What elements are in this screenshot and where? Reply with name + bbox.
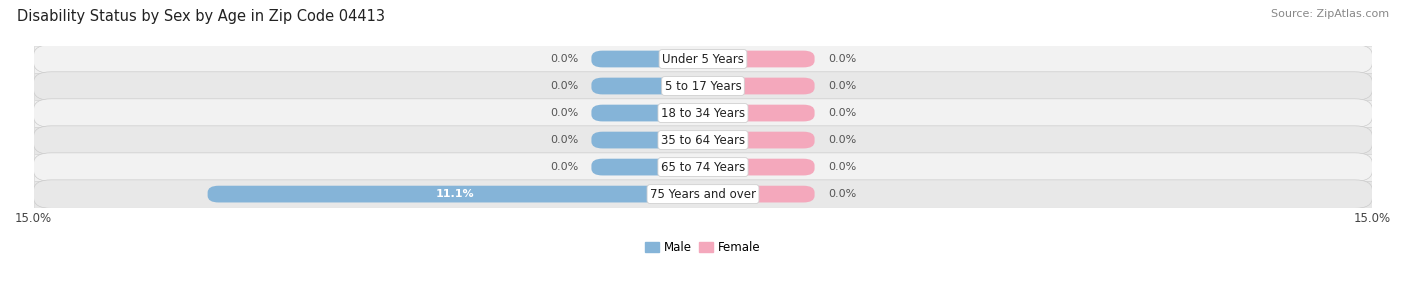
FancyBboxPatch shape — [703, 186, 814, 203]
FancyBboxPatch shape — [592, 78, 703, 95]
FancyBboxPatch shape — [34, 153, 1372, 181]
FancyBboxPatch shape — [34, 180, 1372, 208]
Text: 0.0%: 0.0% — [828, 81, 856, 91]
Text: 0.0%: 0.0% — [828, 108, 856, 118]
FancyBboxPatch shape — [34, 126, 1372, 154]
Text: Source: ZipAtlas.com: Source: ZipAtlas.com — [1271, 9, 1389, 19]
Bar — [34, 99, 1372, 127]
Legend: Male, Female: Male, Female — [641, 236, 765, 258]
Text: 0.0%: 0.0% — [550, 108, 578, 118]
Text: 0.0%: 0.0% — [828, 135, 856, 145]
Text: 0.0%: 0.0% — [828, 162, 856, 172]
Text: 0.0%: 0.0% — [828, 189, 856, 199]
FancyBboxPatch shape — [703, 51, 814, 67]
Text: 5 to 17 Years: 5 to 17 Years — [665, 80, 741, 92]
Text: 65 to 74 Years: 65 to 74 Years — [661, 160, 745, 174]
FancyBboxPatch shape — [592, 159, 703, 175]
Text: 0.0%: 0.0% — [550, 54, 578, 64]
Text: Under 5 Years: Under 5 Years — [662, 52, 744, 66]
FancyBboxPatch shape — [703, 132, 814, 149]
Text: 35 to 64 Years: 35 to 64 Years — [661, 134, 745, 147]
Bar — [34, 73, 1372, 99]
Text: 11.1%: 11.1% — [436, 189, 475, 199]
Bar — [34, 127, 1372, 154]
Bar — [34, 181, 1372, 208]
Text: 0.0%: 0.0% — [550, 135, 578, 145]
FancyBboxPatch shape — [592, 105, 703, 121]
FancyBboxPatch shape — [34, 99, 1372, 127]
FancyBboxPatch shape — [703, 159, 814, 175]
Text: 75 Years and over: 75 Years and over — [650, 188, 756, 201]
FancyBboxPatch shape — [703, 78, 814, 95]
FancyBboxPatch shape — [208, 186, 703, 203]
FancyBboxPatch shape — [703, 105, 814, 121]
FancyBboxPatch shape — [34, 45, 1372, 73]
FancyBboxPatch shape — [34, 72, 1372, 100]
Text: 0.0%: 0.0% — [828, 54, 856, 64]
Bar — [34, 45, 1372, 73]
Bar — [34, 154, 1372, 181]
FancyBboxPatch shape — [592, 51, 703, 67]
FancyBboxPatch shape — [592, 132, 703, 149]
Text: 0.0%: 0.0% — [550, 162, 578, 172]
Text: Disability Status by Sex by Age in Zip Code 04413: Disability Status by Sex by Age in Zip C… — [17, 9, 385, 24]
Text: 18 to 34 Years: 18 to 34 Years — [661, 106, 745, 120]
Text: 0.0%: 0.0% — [550, 81, 578, 91]
